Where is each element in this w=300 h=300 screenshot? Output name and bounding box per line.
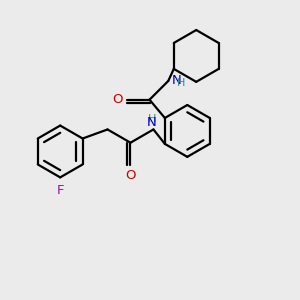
Text: F: F [56,184,64,197]
Text: H: H [176,78,185,88]
Text: N: N [172,74,182,87]
Text: N: N [147,116,157,129]
Text: H: H [148,114,156,124]
Text: O: O [112,93,123,106]
Text: O: O [125,169,136,182]
